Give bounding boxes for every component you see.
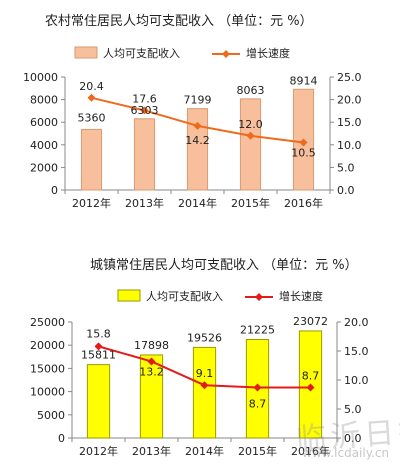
chart2-right-tick-label: 15.0 xyxy=(344,345,369,358)
chart2-x-tick-label: 2013年 xyxy=(132,444,171,458)
chart2-growth-marker xyxy=(200,381,209,390)
chart1-x-tick-label: 2012年 xyxy=(72,196,111,210)
chart1-line-label: 14.2 xyxy=(185,134,210,147)
chart1-bar-label: 6303 xyxy=(131,104,159,117)
chart1-line-label: 20.4 xyxy=(79,80,104,93)
chart1-growth-marker xyxy=(246,131,255,140)
chart1-growth-marker xyxy=(193,121,202,130)
chart2-x-tick-label: 2014年 xyxy=(185,444,224,458)
chart1-x-tick-label: 2015年 xyxy=(231,196,270,210)
chart1-bar-label: 7199 xyxy=(184,94,212,107)
chart2-line-label: 8.7 xyxy=(249,398,267,411)
chart2-legend-line-label: 增长速度 xyxy=(279,289,323,303)
chart1-line-label: 12.0 xyxy=(238,118,263,131)
chart1-growth-marker xyxy=(87,93,96,102)
chart2-line-label: 8.7 xyxy=(302,370,320,383)
chart2-bar-label: 15811 xyxy=(81,349,116,362)
chart2-left-tick-label: 5000 xyxy=(37,409,65,422)
chart1-growth-marker xyxy=(140,106,149,115)
chart2-legend-bar-swatch xyxy=(117,289,141,302)
chart2-legend-line-marker xyxy=(255,293,263,301)
chart1-left-tick-label: 2000 xyxy=(30,161,58,174)
chart1-right-tick-label: 20.0 xyxy=(337,94,362,107)
chart2-bar xyxy=(86,364,111,439)
watermark-url: www.lcdaily.cn xyxy=(302,446,390,460)
chart2-right-tick-label: 10.0 xyxy=(344,374,369,387)
chart1-right-tick-label: 5.0 xyxy=(337,161,355,174)
chart2-right-tick-label: 5.0 xyxy=(344,403,362,416)
chart1-right-tick-label: 25.0 xyxy=(337,71,362,84)
chart2-legend-bar-label: 人均可支配收入 xyxy=(146,289,223,303)
chart1-left-tick-label: 6000 xyxy=(30,116,58,129)
chart2-line-label: 9.1 xyxy=(196,367,214,380)
chart2-x-tick-label: 2016年 xyxy=(291,444,330,458)
chart1-left-tick-label: 4000 xyxy=(30,139,58,152)
chart2-left-tick-label: 15000 xyxy=(30,362,65,375)
chart2-growth-marker xyxy=(94,342,103,351)
chart1-legend-bar-label: 人均可支配收入 xyxy=(103,46,180,60)
chart2-bar-label: 17898 xyxy=(134,339,169,352)
chart1-left-tick-label: 8000 xyxy=(30,94,58,107)
chart1-bar-label: 5360 xyxy=(78,111,106,124)
chart2-growth-marker xyxy=(147,357,156,366)
chart2-bar xyxy=(139,354,164,439)
chart1-svg: 0 2000 4000 6000 8000 10000 0.0 5.0 10.0 15.0 20.0… xyxy=(23,46,362,210)
chart2-x-tick-label: 2015年 xyxy=(238,444,277,458)
chart1-line-label: 10.5 xyxy=(291,147,316,160)
chart2-left-tick-label: 25000 xyxy=(30,316,65,329)
chart2-line-label: 13.2 xyxy=(139,365,164,378)
chart1-right-tick-label: 15.0 xyxy=(337,116,362,129)
chart2-line-label: 15.8 xyxy=(86,327,111,340)
chart2-right-tick-label: 0.0 xyxy=(344,432,362,445)
chart1-left-tick-label: 0 xyxy=(51,184,58,197)
chart2-growth-marker xyxy=(253,383,262,392)
chart1-left-tick-label: 10000 xyxy=(23,71,58,84)
chart1-bar xyxy=(239,98,262,191)
chart1-legend-line-label: 增长速度 xyxy=(246,46,290,60)
chart1-x-tick-label: 2013年 xyxy=(125,196,164,210)
chart2-left-tick-label: 0 xyxy=(58,432,65,445)
chart1-bar xyxy=(186,108,209,191)
chart1-bar-label: 8914 xyxy=(290,74,318,87)
chart1-title: 农村常住居民人均可支配收入 （单位：元 %） xyxy=(45,14,313,29)
chart2-right-tick-label: 20.0 xyxy=(344,316,369,329)
chart2-title: 城镇常住居民人均可支配收入 （单位：元 %） xyxy=(90,258,358,273)
chart1-bar-label: 8063 xyxy=(237,84,265,97)
chart1-line-label: 17.6 xyxy=(132,92,157,105)
chart1-x-tick-label: 2014年 xyxy=(178,196,217,210)
chart1-right-tick-label: 10.0 xyxy=(337,139,362,152)
chart1-growth-marker xyxy=(299,138,308,147)
chart1-x-tick-label: 2016年 xyxy=(284,196,323,210)
chart2-left-tick-label: 20000 xyxy=(30,339,65,352)
chart2-x-tick-label: 2012年 xyxy=(79,444,118,458)
chart1-right-tick-label: 0.0 xyxy=(337,184,355,197)
chart2-growth-marker xyxy=(306,383,315,392)
chart1-legend-line-marker xyxy=(222,50,230,58)
chart2-bar-label: 19526 xyxy=(187,331,222,344)
chart1-legend-bar-swatch xyxy=(74,46,98,59)
chart2-bar-label: 23072 xyxy=(293,315,328,328)
chart2-bar xyxy=(192,346,217,439)
chart1-bar xyxy=(133,118,156,191)
chart2-bar-label: 21225 xyxy=(240,324,275,337)
chart2-left-tick-label: 10000 xyxy=(30,386,65,399)
chart1-bar xyxy=(80,128,103,191)
